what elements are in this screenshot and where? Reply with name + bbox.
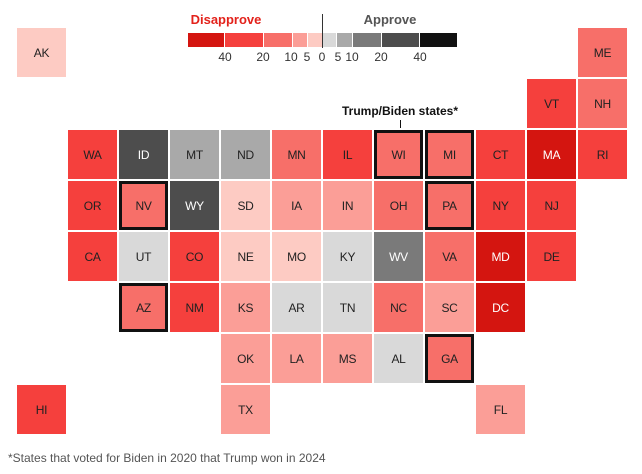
legend-bin-d10 [264, 33, 292, 47]
legend-bin-d20 [225, 33, 263, 47]
state-tile-nh: NH [578, 79, 627, 128]
state-tile-in: IN [323, 181, 372, 230]
state-tile-sd: SD [221, 181, 270, 230]
state-tile-wa: WA [68, 130, 117, 179]
state-tile-ks: KS [221, 283, 270, 332]
legend-bin-d40 [188, 33, 224, 47]
state-tile-ga: GA [425, 334, 474, 383]
legend-bin-d0 [308, 33, 322, 47]
state-tile-az: AZ [119, 283, 168, 332]
state-tile-co: CO [170, 232, 219, 281]
legend-zero-line [322, 14, 323, 48]
state-tile-wv: WV [374, 232, 423, 281]
footnote: *States that voted for Biden in 2020 tha… [8, 451, 326, 465]
state-tile-mo: MO [272, 232, 321, 281]
state-tile-nd: ND [221, 130, 270, 179]
state-tile-ri: RI [578, 130, 627, 179]
legend-bin-a5 [337, 33, 352, 47]
state-tile-id: ID [119, 130, 168, 179]
legend-tick: 20 [374, 50, 388, 64]
state-tile-ok: OK [221, 334, 270, 383]
state-tile-il: IL [323, 130, 372, 179]
state-tile-me: ME [578, 28, 627, 77]
state-tile-pa: PA [425, 181, 474, 230]
state-tile-wy: WY [170, 181, 219, 230]
legend-tick: 0 [318, 50, 326, 64]
state-tile-ut: UT [119, 232, 168, 281]
state-tile-fl: FL [476, 385, 525, 434]
legend-approve-label: Approve [363, 12, 417, 27]
state-tile-wi: WI [374, 130, 423, 179]
state-tile-al: AL [374, 334, 423, 383]
legend-tick: 10 [345, 50, 359, 64]
legend-tick: 5 [303, 50, 311, 64]
state-tile-nj: NJ [527, 181, 576, 230]
annotation-tick [400, 120, 401, 128]
state-tile-mi: MI [425, 130, 474, 179]
state-tile-mn: MN [272, 130, 321, 179]
state-tile-de: DE [527, 232, 576, 281]
state-tile-md: MD [476, 232, 525, 281]
state-tile-ar: AR [272, 283, 321, 332]
state-tile-mt: MT [170, 130, 219, 179]
state-tile-ak: AK [17, 28, 66, 77]
state-tile-vt: VT [527, 79, 576, 128]
state-tile-la: LA [272, 334, 321, 383]
trump-biden-annotation: Trump/Biden states* [341, 104, 459, 118]
state-tile-ky: KY [323, 232, 372, 281]
state-tile-ca: CA [68, 232, 117, 281]
state-tile-ny: NY [476, 181, 525, 230]
state-tile-tx: TX [221, 385, 270, 434]
state-tile-or: OR [68, 181, 117, 230]
state-tile-nv: NV [119, 181, 168, 230]
legend-bin-d5 [293, 33, 307, 47]
legend-disapprove-label: Disapprove [190, 12, 262, 27]
state-tile-ia: IA [272, 181, 321, 230]
legend-tick: 10 [284, 50, 298, 64]
legend-bin-a40 [420, 33, 457, 47]
legend-bin-a20 [382, 33, 419, 47]
state-tile-ne: NE [221, 232, 270, 281]
state-tile-nm: NM [170, 283, 219, 332]
legend-tick: 5 [334, 50, 342, 64]
state-tile-ms: MS [323, 334, 372, 383]
state-tile-hi: HI [17, 385, 66, 434]
state-tile-tn: TN [323, 283, 372, 332]
state-tile-va: VA [425, 232, 474, 281]
state-tile-nc: NC [374, 283, 423, 332]
legend-bin-a0 [323, 33, 336, 47]
state-tile-ct: CT [476, 130, 525, 179]
legend-tick: 40 [413, 50, 427, 64]
state-tile-ma: MA [527, 130, 576, 179]
state-tile-dc: DC [476, 283, 525, 332]
legend-bin-a10 [353, 33, 381, 47]
legend-tick: 40 [218, 50, 232, 64]
state-tile-oh: OH [374, 181, 423, 230]
state-tile-sc: SC [425, 283, 474, 332]
legend-tick: 20 [256, 50, 270, 64]
